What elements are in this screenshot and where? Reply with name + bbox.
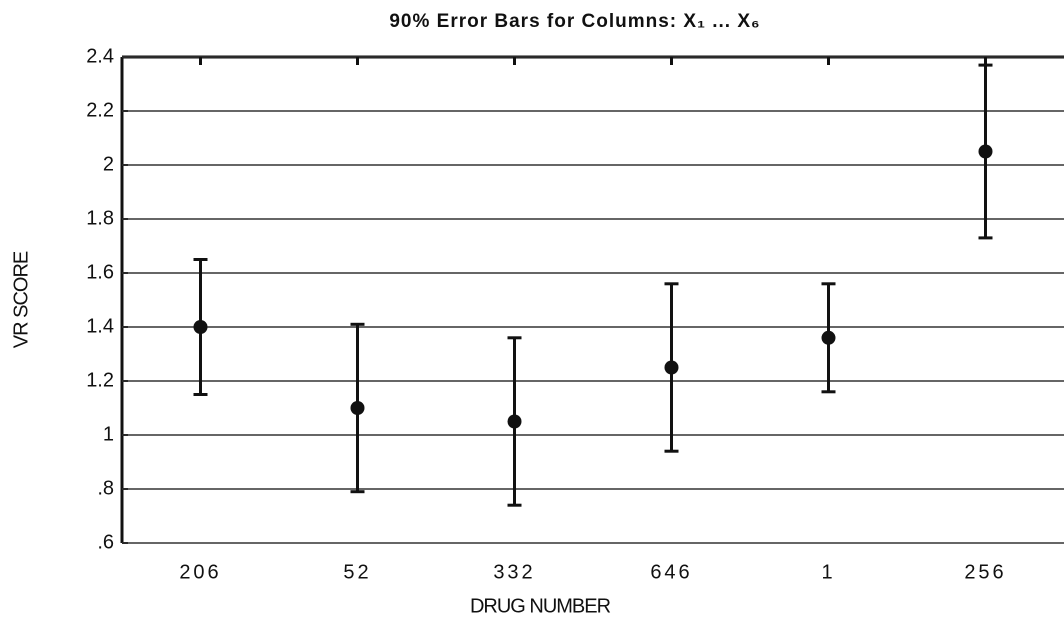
x-tick-label: 206 <box>179 561 221 583</box>
x-tick-label: 646 <box>650 561 692 583</box>
x-tick-label: 332 <box>493 561 535 583</box>
x-tick-label: 256 <box>964 561 1006 583</box>
y-tick-label: 2.4 <box>86 45 114 67</box>
chart-title: 90% Error Bars for Columns: X₁ ... X₆ <box>389 11 760 32</box>
y-axis-label: VR SCORE <box>10 251 32 348</box>
point <box>507 414 522 429</box>
x-tick-label: 52 <box>343 561 371 583</box>
point <box>664 360 679 375</box>
y-tick-label: .8 <box>97 477 114 499</box>
point <box>978 144 993 159</box>
y-tick-label: 1.6 <box>86 261 114 283</box>
y-tick-label: 1.2 <box>86 369 114 391</box>
y-tick-label: 1.8 <box>86 207 114 229</box>
y-tick-label: 1.4 <box>86 315 114 337</box>
point <box>193 320 208 334</box>
point <box>350 401 365 415</box>
x-tick-label: 1 <box>821 561 835 583</box>
y-tick-label: .6 <box>97 531 114 553</box>
y-tick-label: 1 <box>103 423 114 445</box>
y-tick-label: 2 <box>103 153 114 175</box>
x-axis-label: DRUG NUMBER <box>470 595 611 617</box>
point <box>821 330 836 345</box>
y-tick-label: 2.2 <box>86 99 114 121</box>
